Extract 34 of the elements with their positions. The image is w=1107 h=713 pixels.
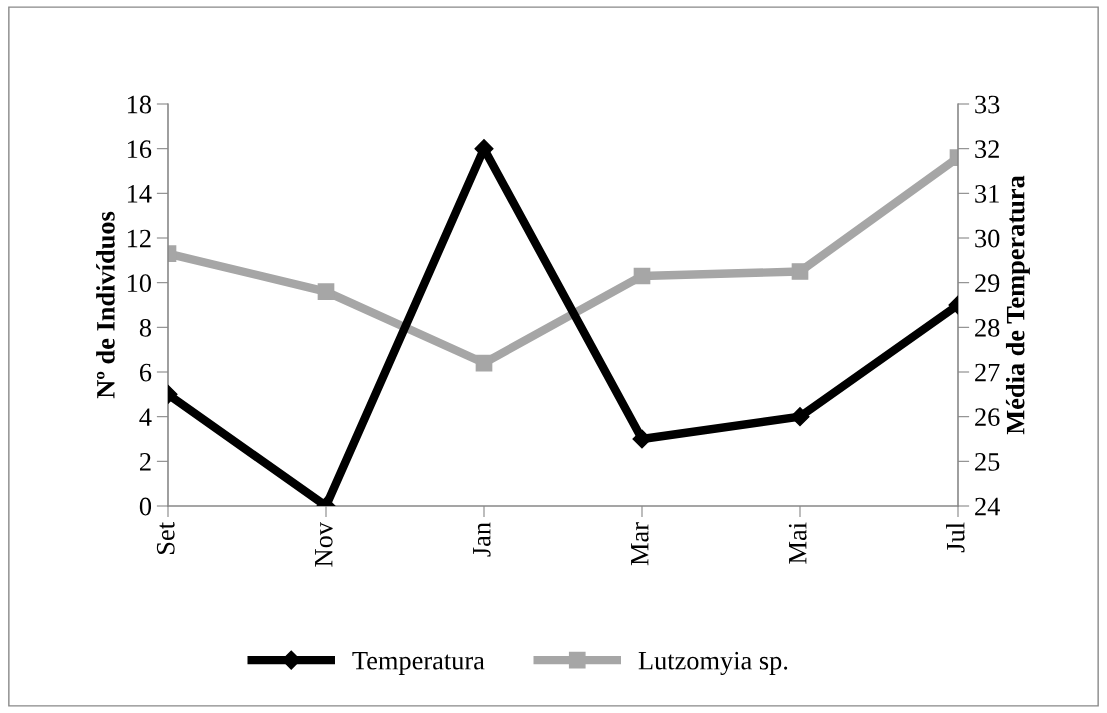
- point: [475, 354, 493, 372]
- x-tick-label: Mai: [788, 522, 807, 564]
- y2-tick-label: 27: [975, 363, 1000, 382]
- y-tick-label: 14: [127, 185, 152, 203]
- legend-label: Temperatura: [352, 652, 485, 675]
- y2-tick-label: 33: [975, 95, 1000, 114]
- legend-label: Lutzomyia sp.: [638, 651, 788, 675]
- y2-tick-label: 24: [975, 497, 1000, 516]
- y-tick-label: 8: [139, 318, 152, 337]
- y-tick-label: 16: [127, 140, 152, 159]
- point: [633, 267, 651, 285]
- x-tick-label: Mar: [631, 522, 649, 566]
- y2-tick-label: 30: [975, 229, 1000, 248]
- point: [474, 139, 494, 159]
- y-tick-label: 6: [139, 363, 152, 382]
- y2-tick-label: 31: [975, 185, 999, 203]
- y-tick-label: 2: [139, 453, 151, 471]
- y-axis-title: Nº de Indivíduos: [96, 211, 115, 399]
- y-tick-label: 0: [139, 497, 152, 516]
- y-tick-label: 12: [127, 229, 151, 248]
- x-tick-label: Nov: [315, 521, 333, 567]
- x-tick-label: Jul: [946, 522, 965, 553]
- y2-tick-label: 26: [975, 408, 1000, 427]
- y-tick-label: 18: [127, 95, 152, 114]
- y2-axis-title: Média de Temperatura: [1005, 175, 1030, 435]
- y2-tick-label: 25: [975, 453, 1000, 471]
- point: [632, 429, 652, 449]
- x-tick-label: Set: [156, 522, 175, 554]
- y2-tick-label: 28: [975, 318, 1000, 337]
- x-tick-label: Jan: [473, 522, 491, 557]
- y-tick-label: 10: [127, 274, 152, 293]
- y2-tick-label: 32: [975, 140, 999, 159]
- y-tick-label: 4: [139, 408, 152, 426]
- y2-tick-label: 29: [975, 274, 1000, 293]
